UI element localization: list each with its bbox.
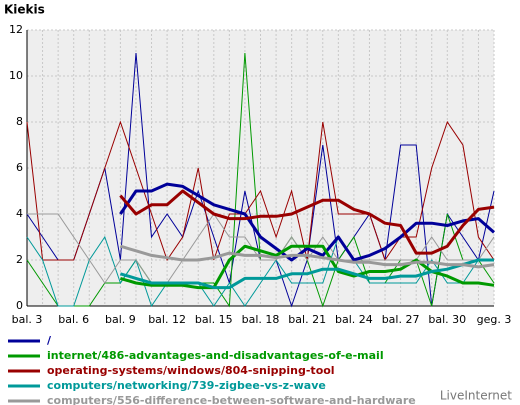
y-tick-label: 8 (16, 115, 23, 128)
trend-line (119, 258, 494, 290)
legend-entry: computers/556-difference-between-softwar… (47, 394, 416, 405)
x-tick-label: bal. 18 (242, 313, 280, 326)
y-tick-label: 10 (9, 69, 23, 82)
x-tick-label: bal. 24 (335, 313, 373, 326)
trend-line (119, 189, 495, 255)
legend-entry: / (47, 334, 52, 347)
y-tick-label: 12 (9, 23, 23, 36)
x-tick-label: geg. 3 (477, 313, 512, 326)
trend-line (119, 244, 495, 269)
y-tick-label: 0 (16, 299, 23, 312)
series-line (26, 120, 495, 262)
x-tick-label: bal. 6 (58, 313, 89, 326)
x-tick-label: bal. 15 (195, 313, 233, 326)
brand: LiveInternet (440, 389, 512, 403)
x-tick-label: bal. 12 (148, 313, 186, 326)
legend-entry: computers/networking/739-zigbee-vs-z-wav… (47, 379, 326, 392)
series-line (26, 235, 494, 308)
chart-title: Kiekis (4, 3, 45, 17)
x-tick-label: bal. 3 (12, 313, 43, 326)
legend-entry: operating-systems/windows/804-snipping-t… (47, 364, 335, 377)
x-tick-label: bal. 27 (382, 313, 420, 326)
x-tick-label: bal. 30 (428, 313, 466, 326)
legend-entry: internet/486-advantages-and-disadvantage… (47, 349, 384, 362)
x-tick-label: bal. 21 (288, 313, 326, 326)
x-tick-label: bal. 9 (105, 313, 136, 326)
y-tick-label: 2 (16, 253, 23, 266)
trend-line (119, 182, 495, 262)
y-tick-label: 6 (16, 161, 23, 174)
y-tick-label: 4 (16, 207, 23, 220)
